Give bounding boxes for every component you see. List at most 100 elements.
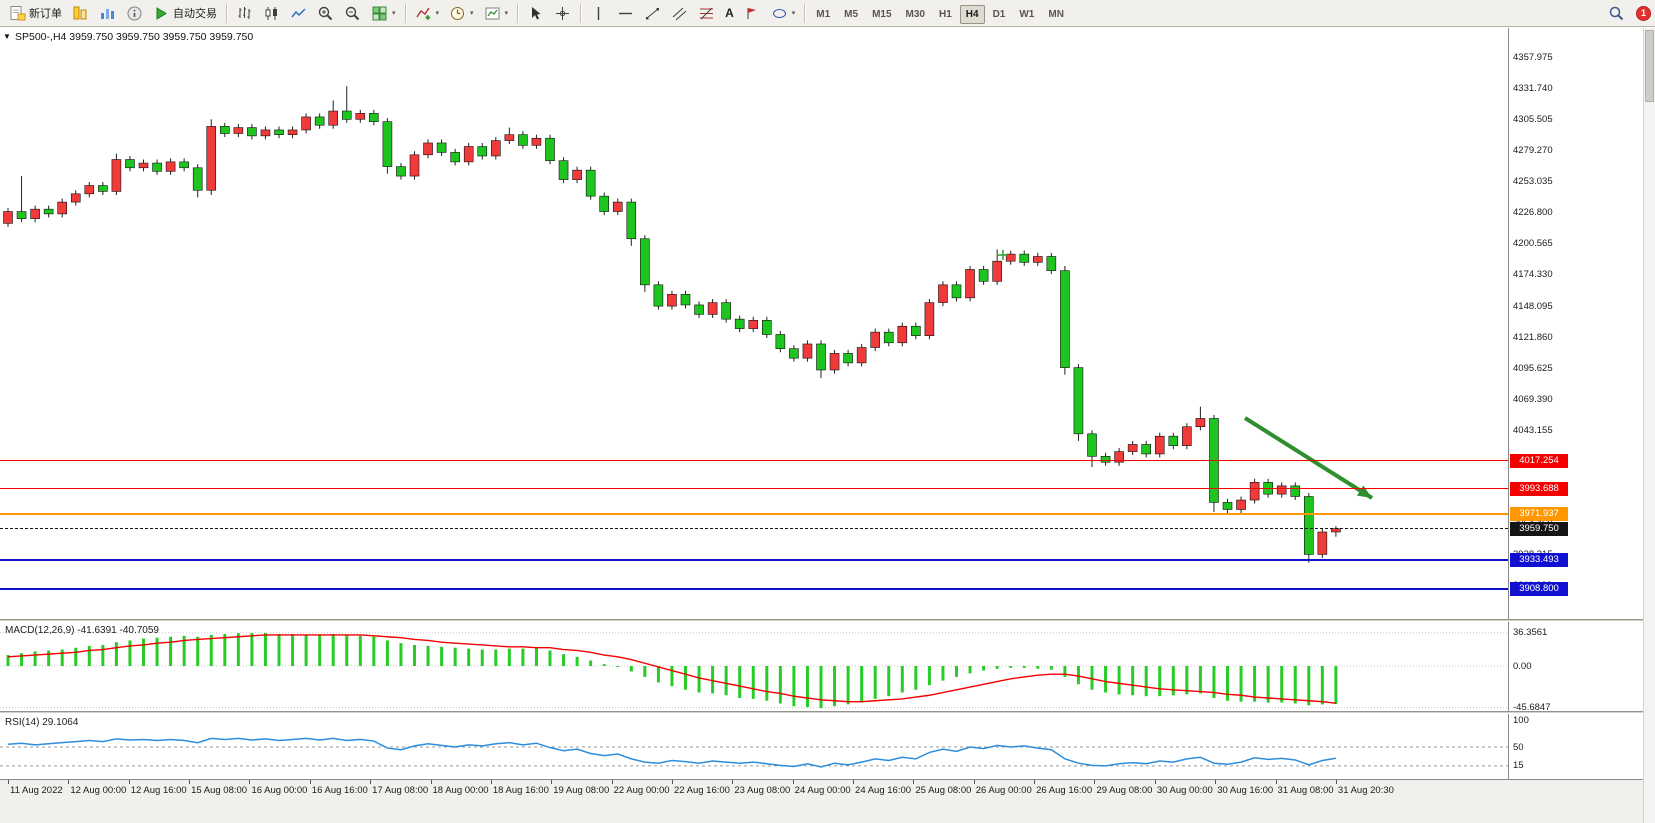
hline-3971.937[interactable] xyxy=(0,513,1508,516)
text-tool-button[interactable]: A xyxy=(721,2,738,24)
vertical-scrollbar[interactable] xyxy=(1643,28,1655,823)
line-chart-icon xyxy=(291,7,306,17)
panel-splitter[interactable] xyxy=(0,711,1643,714)
panel-splitter[interactable] xyxy=(0,619,1643,622)
time-axis-label: 26 Aug 16:00 xyxy=(1036,785,1093,796)
toolbar-separator xyxy=(580,3,582,23)
timeframe-m15[interactable]: M15 xyxy=(872,9,892,20)
time-axis-label: 26 Aug 00:00 xyxy=(975,785,1032,796)
algo-trading-icon xyxy=(156,6,167,20)
new-order-button[interactable]: 新订单 xyxy=(5,2,66,24)
time-tick xyxy=(68,780,70,784)
cursor-icon xyxy=(532,6,541,19)
timeframe-m30[interactable]: M30 xyxy=(905,9,925,20)
macd-panel[interactable]: MACD(12,26,9) -41.6391 -40.7059 xyxy=(0,622,1508,711)
main-toolbar: 新订单 自动交易 ▾ xyxy=(0,0,1655,27)
symbol-ohlc-header: SP500-,H4 3959.750 3959.750 3959.750 395… xyxy=(15,31,254,43)
time-tick xyxy=(1335,780,1337,784)
price-axis-label: 4043.155 xyxy=(1513,424,1553,436)
price-axis-label: 4174.330 xyxy=(1513,269,1553,281)
periods-button[interactable]: ▾ xyxy=(445,2,478,24)
price-axis-label: 4305.505 xyxy=(1513,114,1553,126)
timeframe-d1[interactable]: D1 xyxy=(992,9,1006,20)
hline-3933.493[interactable] xyxy=(0,558,1508,561)
market-watch-button[interactable] xyxy=(95,2,120,24)
bar-chart-button[interactable] xyxy=(232,2,257,24)
macd-axis-label: -45.6847 xyxy=(1513,702,1551,711)
arrow-label-tool-button[interactable] xyxy=(740,2,765,24)
fibonacci-icon xyxy=(700,7,714,19)
time-axis[interactable]: 11 Aug 2022 12 Aug 00:00 12 Aug 16:00 15 Au… xyxy=(0,779,1643,823)
time-tick xyxy=(551,780,553,784)
horizontal-line-tool-button[interactable] xyxy=(613,2,638,24)
equidistant-channel-icon xyxy=(672,7,687,20)
indicators-button[interactable]: ▾ xyxy=(411,2,444,24)
rsi-label: RSI(14) 29.1064 xyxy=(5,717,78,728)
rsi-name: RSI(14) xyxy=(5,717,40,728)
cursor-tool-button[interactable] xyxy=(523,2,548,24)
time-tick xyxy=(249,780,251,784)
macd-value-signal: -40.7059 xyxy=(119,625,159,636)
timeframe-w1[interactable]: W1 xyxy=(1019,9,1035,20)
chart-template-icon xyxy=(485,7,500,19)
timeframe-mn[interactable]: MN xyxy=(1048,9,1064,20)
zoom-out-button[interactable] xyxy=(340,2,365,24)
hline-4017.254[interactable] xyxy=(0,460,1508,462)
tile-windows-icon xyxy=(372,6,387,20)
zoom-in-icon xyxy=(318,6,333,20)
line-chart-button[interactable] xyxy=(286,2,311,24)
hline-3993.688[interactable] xyxy=(0,488,1508,490)
price-badge-3959.750: 3959.750 xyxy=(1510,521,1568,536)
time-axis-label: 17 Aug 08:00 xyxy=(372,785,429,796)
time-axis-label: 25 Aug 08:00 xyxy=(915,785,972,796)
toolbar-separator xyxy=(226,3,227,23)
macd-axis-label: 0.00 xyxy=(1513,660,1532,672)
scrollbar-thumb[interactable] xyxy=(1645,30,1654,102)
templates-button[interactable]: ▾ xyxy=(480,2,513,24)
shapes-tool-button[interactable]: ▾ xyxy=(767,2,800,24)
channel-tool-button[interactable] xyxy=(667,2,692,24)
fibonacci-tool-button[interactable] xyxy=(694,2,719,24)
time-tick xyxy=(430,780,432,784)
crosshair-tool-button[interactable] xyxy=(550,2,575,24)
tile-windows-button[interactable]: ▾ xyxy=(367,2,400,24)
rsi-panel[interactable]: RSI(14) 29.1064 xyxy=(0,714,1508,779)
hline-3908.800[interactable] xyxy=(0,587,1508,590)
main-chart-panel[interactable]: ▼ SP500-,H4 3959.750 3959.750 3959.750 3… xyxy=(0,28,1508,619)
chart-collapse-icon[interactable]: ▼ xyxy=(3,32,11,41)
price-axis[interactable]: 4357.975 4331.740 4305.505 4279.270 4253.035… xyxy=(1508,28,1643,619)
timeframe-m5[interactable]: M5 xyxy=(844,9,859,20)
time-tick xyxy=(732,780,734,784)
time-tick xyxy=(189,780,191,784)
ohlc-bars-icon xyxy=(238,6,251,19)
algo-trading-button[interactable]: 自动交易 xyxy=(149,2,221,24)
macd-axis[interactable]: 36.3561 0.00 -45.6847 xyxy=(1508,622,1643,711)
zoom-in-button[interactable] xyxy=(313,2,338,24)
price-axis-label: 4121.860 xyxy=(1513,331,1553,343)
timeframe-h1[interactable]: H1 xyxy=(938,9,952,20)
time-axis-label: 29 Aug 08:00 xyxy=(1096,785,1153,796)
time-axis-label: 12 Aug 16:00 xyxy=(130,785,187,796)
rsi-axis-label: 100 xyxy=(1513,715,1529,726)
time-axis-label: 12 Aug 00:00 xyxy=(70,785,127,796)
depth-of-market-button[interactable] xyxy=(68,2,93,24)
hline-3959.750[interactable] xyxy=(0,528,1508,530)
rsi-axis[interactable]: 100 50 15 xyxy=(1508,714,1643,779)
notification-badge[interactable]: 1 xyxy=(1636,5,1651,21)
search-icon xyxy=(1609,6,1624,20)
time-axis-label: 30 Aug 00:00 xyxy=(1156,785,1213,796)
depth-of-market-icon xyxy=(73,6,87,19)
timeframe-m1[interactable]: M1 xyxy=(816,9,831,20)
candlestick-chart-button[interactable] xyxy=(259,2,284,24)
trendline-tool-button[interactable] xyxy=(640,2,665,24)
candlestick-icon xyxy=(265,6,277,20)
search-button[interactable] xyxy=(1604,2,1629,24)
vertical-line-tool-button[interactable] xyxy=(586,2,611,24)
timeframe-h4[interactable]: H4 xyxy=(959,5,985,24)
time-axis-label: 19 Aug 08:00 xyxy=(553,785,610,796)
data-window-button[interactable] xyxy=(122,2,147,24)
dropdown-caret-icon: ▾ xyxy=(435,10,440,17)
macd-axis-label: 36.3561 xyxy=(1513,627,1548,639)
price-badge-3971.937: 3971.937 xyxy=(1510,507,1568,522)
